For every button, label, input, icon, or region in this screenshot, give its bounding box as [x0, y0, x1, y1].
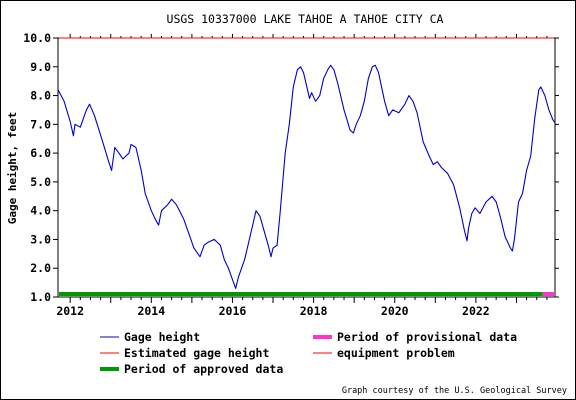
- legend-label: Period of provisional data: [337, 330, 517, 344]
- legend-label: equipment problem: [337, 346, 455, 360]
- x-tick-label: 2018: [300, 304, 328, 318]
- gage-height-line: [57, 64, 556, 289]
- y-tick-label: 7.0: [30, 117, 51, 131]
- y-tick-label: 10.0: [23, 31, 51, 45]
- y-tick-label: 3.0: [30, 232, 51, 246]
- plot-area: [57, 37, 556, 298]
- legend-label: Period of approved data: [124, 362, 283, 376]
- x-tick-label: 2016: [219, 304, 247, 318]
- y-tick-label: 8.0: [30, 89, 51, 103]
- y-axis-label: Gage height, feet: [6, 112, 19, 225]
- legend-label: Estimated gage height: [124, 346, 269, 360]
- x-tick-label: 2022: [462, 304, 490, 318]
- y-tick-label: 1.0: [30, 290, 51, 304]
- x-tick-label: 2014: [137, 304, 165, 318]
- x-tick-label: 2012: [56, 304, 84, 318]
- credit-text: Graph courtesy of the U.S. Geological Su…: [342, 386, 567, 396]
- y-tick-label: 6.0: [30, 146, 51, 160]
- chart-title: USGS 10337000 LAKE TAHOE A TAHOE CITY CA: [167, 12, 444, 26]
- x-tick-label: 2020: [381, 304, 409, 318]
- y-tick-label: 9.0: [30, 60, 51, 74]
- y-tick-label: 4.0: [30, 204, 51, 218]
- legend-label: Gage height: [124, 330, 200, 344]
- y-tick-label: 2.0: [30, 261, 51, 275]
- y-tick-label: 5.0: [30, 175, 51, 189]
